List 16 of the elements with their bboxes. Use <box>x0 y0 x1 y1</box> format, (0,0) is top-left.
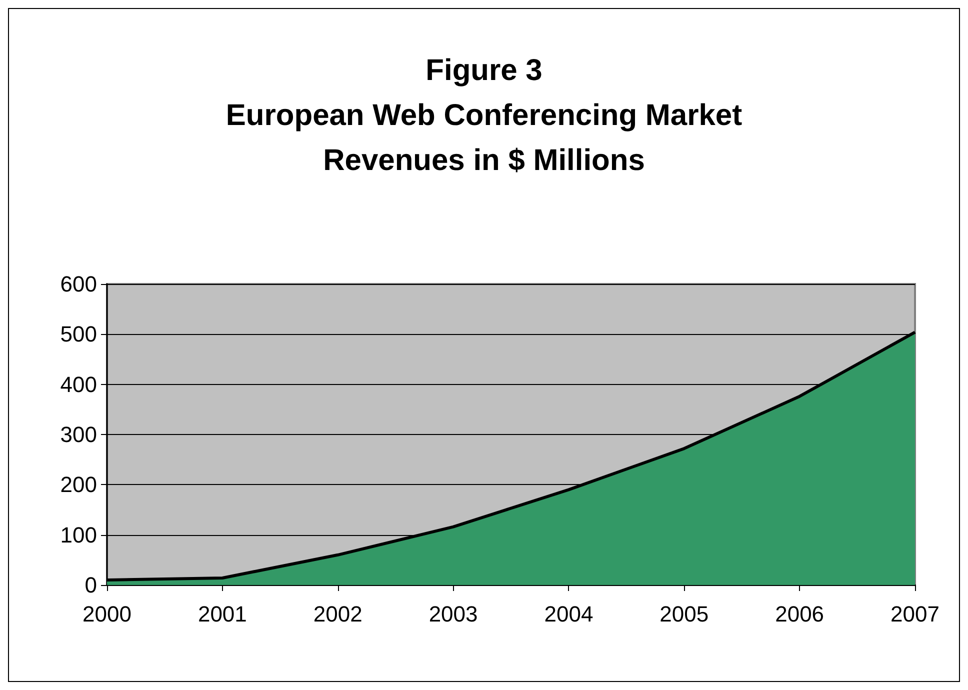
y-tick-label: 400 <box>60 372 97 397</box>
x-tick-label: 2006 <box>775 602 824 626</box>
x-tick-label: 2001 <box>198 602 247 626</box>
x-tick-label: 2004 <box>544 602 594 626</box>
chart-title: Figure 3 European Web Conferencing Market Revenues in $ Millions <box>226 54 742 177</box>
x-tick-label: 2005 <box>660 602 709 626</box>
x-tick-label: 2000 <box>82 602 132 626</box>
x-tick-label: 2002 <box>313 602 362 626</box>
y-tick-label: 0 <box>84 572 97 598</box>
y-tick-label: 100 <box>60 522 97 548</box>
x-tick-label: 2003 <box>428 602 478 626</box>
y-tick-label: 600 <box>60 272 97 296</box>
x-tick-label: 2007 <box>890 602 940 626</box>
y-tick-label: 300 <box>60 422 97 447</box>
y-tick-label: 500 <box>60 322 97 347</box>
y-tick-label: 200 <box>60 472 97 498</box>
